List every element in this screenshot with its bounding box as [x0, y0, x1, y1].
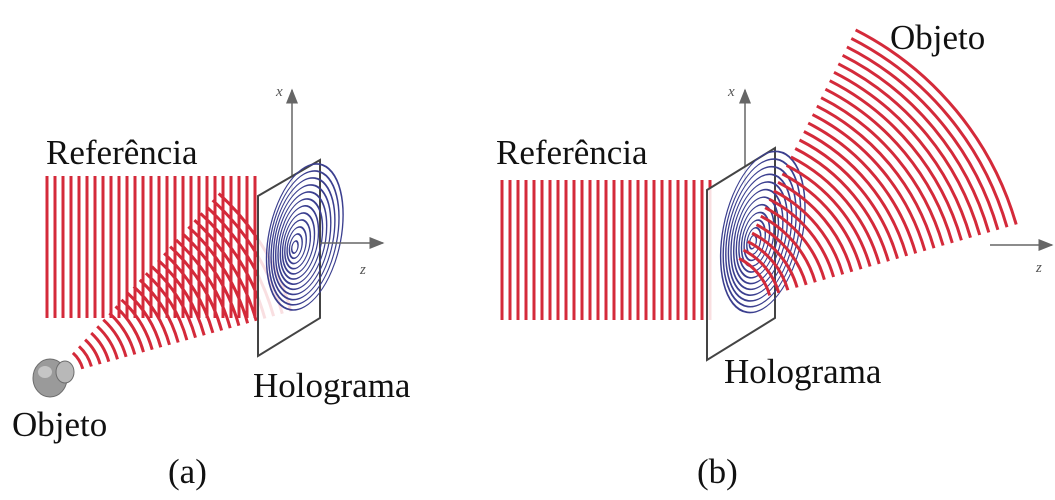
object-wavefront — [773, 189, 845, 275]
object-wavefront — [193, 218, 258, 322]
object-wavefront — [751, 231, 799, 288]
fringe-ring — [284, 219, 312, 270]
object-wavefront — [824, 87, 954, 244]
reference-wavefronts-b — [500, 180, 712, 320]
object-wavefront — [114, 305, 145, 353]
object-wavefront — [850, 37, 1009, 228]
fringe-ring — [275, 191, 328, 291]
object-wavefront — [742, 248, 781, 294]
fringe-ring — [735, 196, 780, 279]
fringe-ring — [290, 240, 299, 254]
object-label-b: Objeto — [890, 18, 986, 57]
fringe-ring — [730, 181, 789, 291]
fringe-ring — [286, 226, 308, 265]
object-label-a: Objeto — [12, 405, 108, 444]
object-source-a — [32, 358, 75, 398]
fringe-ring — [272, 184, 332, 296]
fringe-ring — [279, 205, 320, 280]
object-wavefront — [90, 331, 111, 363]
object-wavefront — [837, 62, 982, 236]
object-wavefront — [785, 164, 872, 267]
object-wavefront — [77, 345, 93, 367]
object-wavefront — [846, 45, 1000, 231]
caption-b: (b) — [697, 452, 738, 491]
object-wavefront — [120, 298, 154, 351]
caption-a: (a) — [168, 452, 207, 491]
fringe-ring — [733, 188, 784, 285]
object-wavefront — [768, 197, 836, 278]
reconstructed-object-wavefronts — [738, 28, 1018, 296]
object-wavefront — [816, 104, 936, 249]
fringe-ring — [281, 212, 316, 275]
panel-a — [32, 88, 385, 398]
fringe-ring — [727, 173, 793, 296]
x-axis-label-b: x — [728, 84, 735, 100]
object-wavefront — [755, 223, 808, 286]
object-wavefront — [738, 257, 772, 296]
object-wavefront — [790, 155, 881, 265]
object-wavefront — [102, 318, 128, 358]
hologram-plate-b — [706, 146, 776, 362]
fringe-ring — [270, 177, 336, 301]
object-wavefront — [798, 138, 899, 260]
object-wavefront — [108, 311, 137, 355]
object-wavefront — [811, 113, 927, 252]
panel-b — [500, 28, 1054, 362]
fringe-ring — [725, 165, 797, 302]
object-wavefront — [126, 291, 163, 348]
reference-label-a: Referência — [46, 133, 198, 172]
fringe-ring — [719, 150, 806, 314]
object-wavefront — [854, 28, 1018, 225]
object-wavefront — [71, 351, 85, 370]
x-axis-label-a: x — [276, 84, 283, 100]
object-wavefront — [175, 238, 232, 329]
object-wavefront — [781, 172, 863, 270]
hologram-label-b: Holograma — [724, 352, 882, 391]
reference-label-b: Referência — [496, 133, 648, 172]
object-wavefront — [803, 130, 909, 257]
object-wavefront — [829, 79, 963, 241]
object-wavefront — [84, 338, 102, 365]
hologram-label-a: Holograma — [253, 366, 411, 405]
fringe-ring — [277, 198, 324, 285]
object-wavefront — [760, 214, 817, 283]
object-wavefront — [138, 278, 180, 343]
fringe-ring — [265, 163, 344, 311]
object-wavefront — [820, 96, 945, 246]
object-wavefront — [169, 245, 224, 331]
object-wavefront — [163, 252, 215, 334]
z-axis-label-a: z — [360, 262, 366, 278]
z-axis-label-b: z — [1036, 260, 1042, 276]
object-wavefront — [187, 225, 250, 324]
object-wavefront — [181, 232, 241, 327]
object-wavefront — [132, 285, 171, 346]
object-wavefronts-a — [71, 192, 293, 370]
object-wavefront — [777, 180, 854, 273]
object-wavefront — [144, 272, 189, 341]
object-wavefront — [794, 147, 890, 262]
object-wavefront — [156, 258, 206, 336]
object-wavefront — [833, 70, 972, 239]
fringe-ring — [743, 219, 767, 262]
object-wavefront — [807, 121, 918, 254]
object-wavefront — [764, 206, 826, 281]
interference-fringes-a — [265, 163, 344, 311]
fringe-ring — [268, 170, 340, 306]
fringe-ring — [288, 233, 303, 260]
object-wavefront — [841, 53, 991, 233]
object-wavefront — [150, 265, 197, 339]
object-wavefront — [747, 240, 790, 291]
object-wavefront — [96, 325, 119, 360]
